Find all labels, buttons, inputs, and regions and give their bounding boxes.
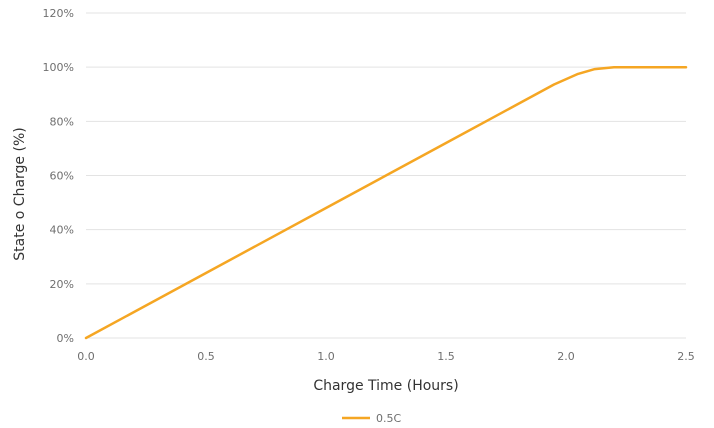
series-line-0 [84, 65, 688, 340]
y-tick-label: 120% [43, 7, 74, 20]
x-tick-label: 0.5 [197, 350, 215, 363]
x-tick-label: 2.0 [557, 350, 575, 363]
x-tick-label: 2.5 [677, 350, 695, 363]
x-tick-labels: 0.0 0.5 1.0 1.5 2.0 2.5 [77, 350, 695, 363]
y-tick-label: 100% [43, 61, 74, 74]
y-tick-labels: 0% 20% 40% 60% 80% 100% 120% [43, 7, 74, 345]
x-axis-title: Charge Time (Hours) [313, 378, 458, 394]
y-tick-label: 40% [50, 224, 74, 237]
y-tick-label: 80% [50, 115, 74, 128]
x-tick-label: 0.0 [77, 350, 95, 363]
y-tick-label: 0% [57, 332, 74, 345]
x-tick-label: 1.0 [317, 350, 335, 363]
series-lines [84, 65, 688, 340]
legend: 0.5C [342, 412, 401, 425]
y-tick-label: 20% [50, 278, 74, 291]
legend-label-0-5c: 0.5C [376, 412, 401, 425]
x-tick-label: 1.5 [437, 350, 455, 363]
y-tick-label: 60% [50, 170, 74, 183]
y-axis-title: State o Charge (%) [12, 127, 28, 260]
